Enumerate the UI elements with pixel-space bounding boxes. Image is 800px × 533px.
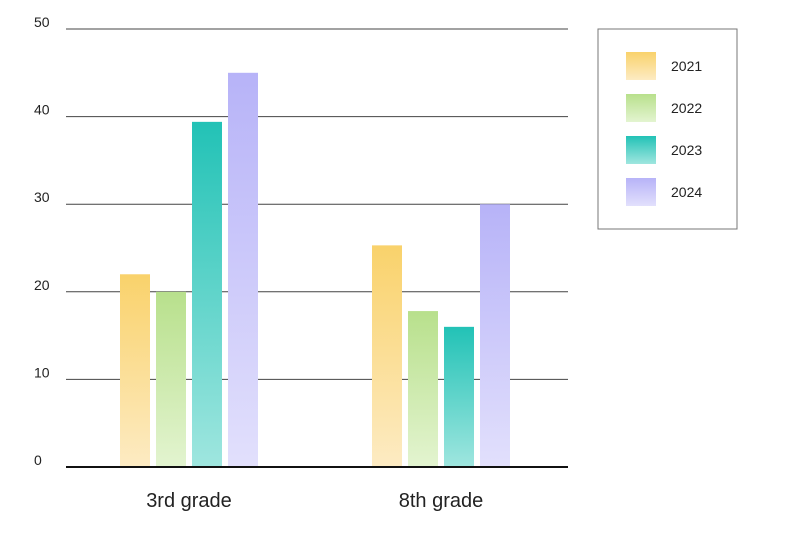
bar-2024-3rd-grade	[228, 72, 258, 468]
bar-2024-8th-grade	[480, 204, 510, 467]
legend-swatch-2024	[626, 178, 656, 206]
y-tick-label: 40	[34, 102, 50, 118]
legend-label-2024: 2024	[671, 184, 702, 200]
x-axis-categories: 3rd grade 8th grade	[146, 490, 483, 512]
y-axis-ticks: 0 10 20 30 40 50	[34, 14, 50, 468]
bar-2022-3rd-grade	[156, 291, 186, 467]
legend: 2021 2022 2023 2024	[597, 28, 738, 230]
x-category-label: 8th grade	[399, 490, 484, 512]
y-tick-label: 0	[34, 452, 42, 468]
legend-label-2022: 2022	[671, 100, 702, 116]
legend-swatch-2021	[626, 52, 656, 80]
y-tick-label: 10	[34, 364, 50, 380]
bar-2021-3rd-grade	[120, 274, 150, 467]
legend-box	[597, 28, 738, 230]
legend-swatch-2023	[626, 136, 656, 164]
y-tick-label: 30	[34, 189, 50, 205]
legend-label-2023: 2023	[671, 142, 702, 158]
legend-label-2021: 2021	[671, 58, 702, 74]
bar-2021-8th-grade	[372, 245, 402, 467]
x-category-label: 3rd grade	[146, 490, 232, 512]
bar-2023-3rd-grade	[192, 121, 222, 467]
bar-2023-8th-grade	[444, 326, 474, 467]
y-tick-label: 20	[34, 277, 50, 293]
y-tick-label: 50	[34, 14, 50, 30]
bar-2022-8th-grade	[408, 311, 438, 467]
bars	[120, 72, 510, 468]
legend-swatch-2022	[626, 94, 656, 122]
